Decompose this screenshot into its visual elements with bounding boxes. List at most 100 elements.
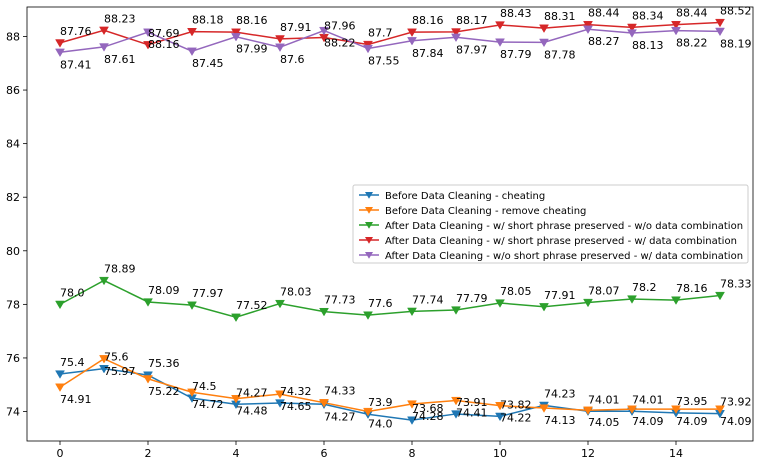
data-label: 88.22 (324, 37, 356, 50)
data-label: 74.05 (588, 416, 620, 429)
data-point-marker (451, 306, 461, 315)
data-label: 88.27 (588, 35, 620, 48)
data-point-marker (143, 375, 153, 384)
data-point-marker (715, 18, 725, 28)
data-label: 88.18 (192, 14, 224, 27)
data-point-marker (187, 301, 197, 310)
data-point-marker (99, 26, 109, 36)
data-point-marker (627, 23, 637, 33)
data-point-marker (451, 33, 461, 43)
data-point-marker (495, 21, 505, 30)
data-point-marker (583, 21, 593, 30)
data-label: 88.44 (676, 7, 708, 20)
data-point-marker (55, 48, 65, 58)
data-point-marker (319, 26, 329, 36)
legend-swatch-marker (365, 237, 373, 244)
y-tick-label: 82 (6, 191, 20, 204)
data-point-marker (319, 399, 329, 408)
series-group (55, 18, 725, 425)
data-point-marker (99, 276, 109, 286)
data-point-marker (671, 405, 681, 414)
legend-label: Before Data Cleaning - remove cheating (385, 206, 586, 217)
data-label: 87.97 (456, 43, 488, 56)
legend-swatch-marker (365, 192, 373, 199)
data-label: 77.74 (412, 293, 444, 306)
data-point-marker (451, 410, 461, 419)
data-point-marker (407, 400, 417, 409)
data-label: 74.22 (500, 412, 532, 425)
data-point-marker (99, 355, 109, 364)
data-point-marker (275, 390, 285, 399)
data-label: 78.16 (676, 282, 708, 295)
x-tick-label: 8 (409, 447, 416, 460)
data-label: 88.17 (456, 14, 488, 27)
data-label: 87.6 (280, 53, 305, 66)
data-label: 74.09 (632, 415, 664, 428)
data-point-marker (539, 38, 549, 48)
data-point-marker (275, 35, 285, 44)
data-label: 78.33 (720, 278, 752, 291)
data-point-marker (407, 28, 417, 37)
data-point-marker (627, 29, 637, 38)
data-label: 74.91 (60, 393, 92, 406)
data-label: 73.91 (456, 396, 488, 409)
data-label: 75.4 (60, 356, 85, 369)
data-label: 77.97 (192, 287, 224, 300)
data-point-marker (275, 299, 285, 309)
series-line (59, 357, 720, 413)
data-label: 87.41 (60, 58, 92, 71)
data-point-marker (55, 300, 65, 310)
data-label: 73.82 (500, 398, 532, 411)
data-point-marker (539, 303, 549, 312)
data-label: 74.48 (236, 405, 268, 418)
data-label: 88.44 (588, 7, 620, 20)
x-tick-label: 0 (57, 447, 64, 460)
data-label: 88.13 (632, 39, 664, 52)
y-tick-label: 74 (6, 406, 20, 419)
data-point-marker (231, 395, 241, 404)
data-label: 87.69 (148, 27, 180, 40)
data-label: 87.96 (324, 20, 356, 33)
x-tick-label: 12 (581, 447, 595, 460)
legend-label: After Data Cleaning - w/ short phrase pr… (385, 221, 743, 232)
data-point-marker (583, 406, 593, 415)
data-point-marker (715, 27, 725, 37)
series-line (59, 279, 721, 319)
data-point-marker (55, 39, 65, 48)
data-point-marker (55, 370, 65, 379)
data-label: 87.79 (500, 48, 532, 61)
data-point-marker (363, 311, 373, 320)
legend-swatch-marker (365, 222, 373, 229)
x-tick-label: 10 (493, 447, 507, 460)
data-label: 88.23 (104, 12, 136, 25)
data-point-marker (671, 21, 681, 30)
data-label: 74.33 (324, 385, 356, 398)
series-line (59, 21, 721, 46)
data-point-marker (407, 416, 417, 425)
data-point-marker (187, 47, 197, 56)
data-label: 87.55 (368, 55, 400, 68)
data-point-marker (539, 404, 549, 413)
data-label: 88.31 (544, 10, 576, 23)
data-label: 74.09 (720, 415, 752, 428)
data-label: 87.78 (544, 48, 576, 61)
data-point-marker (99, 365, 109, 374)
data-label: 78.09 (148, 284, 180, 297)
y-tick-label: 78 (6, 298, 20, 311)
data-label: 88.16 (412, 14, 444, 27)
legend-label: After Data Cleaning - w/ short phrase pr… (385, 236, 737, 247)
data-label: 78.2 (632, 281, 657, 294)
data-point-marker (143, 298, 153, 307)
data-label: 78.89 (104, 263, 136, 276)
data-point-marker (187, 28, 197, 37)
data-label: 87.76 (60, 25, 92, 38)
data-label: 74.23 (544, 387, 576, 400)
data-label: 77.79 (456, 292, 488, 305)
data-point-marker (495, 412, 505, 422)
data-point-marker (583, 298, 593, 308)
data-label: 74.5 (192, 380, 217, 393)
legend-swatch-marker (365, 207, 373, 214)
data-point-marker (143, 28, 153, 37)
data-point-marker (407, 37, 417, 46)
